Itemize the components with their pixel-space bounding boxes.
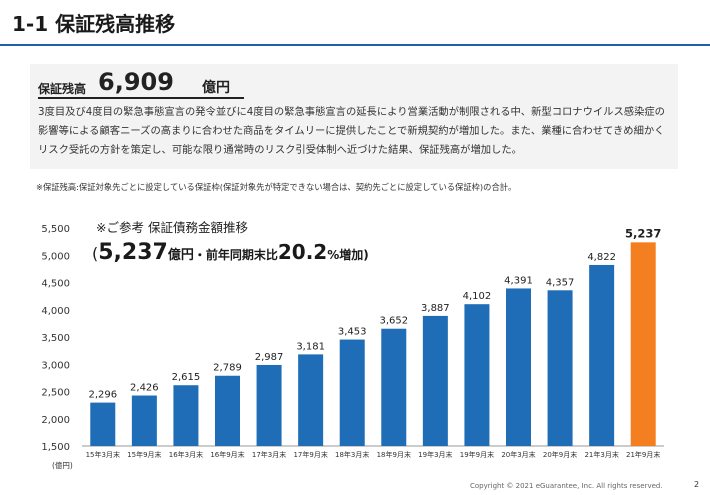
- y-tick-label: 4,000: [41, 306, 70, 317]
- y-tick-label: 3,000: [41, 360, 70, 371]
- x-tick-label: 19年3月末: [418, 450, 452, 459]
- summary-description: 3度目及び4度目の緊急事態宣言の発令並びに4度目の緊急事態宣言の延長により営業活…: [38, 106, 665, 156]
- callout-rate: 20.2: [277, 240, 328, 264]
- x-tick-label: 15年9月末: [127, 450, 161, 459]
- x-tick-label: 20年3月末: [501, 450, 535, 459]
- x-tick-label: 19年9月末: [460, 450, 494, 459]
- page-number: 2: [694, 480, 700, 489]
- y-tick-label: 1,500: [41, 442, 70, 453]
- bar-value-label: 4,822: [587, 252, 616, 263]
- bar-value-label: 3,181: [296, 341, 325, 352]
- bar-value-label: 4,102: [463, 291, 492, 302]
- summary-box: 保証残高 6,909 億円 3度目及び4度目の緊急事態宣言の発令並びに4度目の緊…: [30, 64, 678, 169]
- bar: [589, 264, 615, 446]
- x-tick-label: 18年9月末: [377, 450, 411, 459]
- x-tick-label: 17年3月末: [252, 450, 286, 459]
- callout-unit: 億円: [167, 248, 194, 263]
- chart-subtitle: ※ご参考 保証債務金額推移: [96, 220, 248, 235]
- bar: [339, 339, 365, 446]
- x-tick-label: 16年9月末: [210, 450, 244, 459]
- bar: [506, 288, 531, 446]
- callout-mid: ・前年同期末比: [193, 248, 278, 262]
- summary-label: 保証残高: [38, 82, 87, 96]
- bar-value-label: 2,789: [213, 363, 242, 374]
- bar-value-label: 4,391: [504, 275, 533, 286]
- bar: [256, 364, 282, 446]
- x-tick-label: 20年9月末: [543, 450, 577, 459]
- summary-value: 6,909: [98, 68, 174, 96]
- y-tick-label: 5,500: [41, 224, 70, 235]
- x-tick-label: 15年3月末: [86, 450, 120, 459]
- y-tick-label: 2,500: [41, 388, 70, 399]
- x-tick-label: 16年3月末: [169, 450, 203, 459]
- bar: [381, 328, 407, 446]
- y-tick-label: 4,500: [41, 279, 70, 290]
- bar: [131, 395, 157, 446]
- bar-value-label: 5,237: [625, 226, 661, 240]
- callout-end: %増加): [327, 248, 369, 262]
- footnote: ※保証残高:保証対象先ごとに設定している保証枠(保証対象先が特定できない場合は、…: [36, 182, 517, 192]
- y-axis-unit: (億円): [52, 461, 73, 470]
- bar-value-label: 2,426: [130, 383, 159, 394]
- bar: [298, 354, 324, 446]
- bar: [215, 375, 240, 446]
- bar: [90, 402, 116, 446]
- summary-unit: 億円: [202, 80, 230, 96]
- bar-value-label: 2,296: [88, 390, 117, 401]
- summary-underline: [38, 97, 244, 99]
- bar-value-label: 3,887: [421, 303, 450, 314]
- bar: [422, 315, 448, 446]
- x-tick-label: 21年9月末: [626, 450, 660, 459]
- x-tick-label: 17年9月末: [293, 450, 327, 459]
- x-tick-label: 18年3月末: [335, 450, 369, 459]
- x-tick-label: 21年3月末: [584, 450, 618, 459]
- chart-callout: (5,237億円・前年同期末比20.2%増加): [92, 240, 369, 265]
- bar: [547, 290, 573, 446]
- callout-value: 5,237: [98, 240, 168, 265]
- y-tick-label: 2,000: [41, 415, 70, 426]
- callout-open: (: [92, 244, 99, 263]
- bar-value-label: 2,987: [255, 352, 284, 363]
- bar-value-label: 4,357: [546, 277, 575, 288]
- y-tick-label: 3,500: [41, 333, 70, 344]
- bar: [464, 304, 490, 446]
- page-title: 1-1 保証残高推移: [12, 12, 176, 36]
- bar: [173, 385, 199, 446]
- y-tick-label: 5,000: [41, 251, 70, 262]
- bar-value-label: 3,652: [379, 316, 408, 327]
- bar-value-label: 2,615: [172, 372, 201, 383]
- copyright: Copyright © 2021 eGuarantee, Inc. All ri…: [470, 482, 663, 490]
- title-divider: [0, 44, 710, 46]
- bar-value-label: 3,453: [338, 327, 367, 338]
- bar: [630, 242, 656, 446]
